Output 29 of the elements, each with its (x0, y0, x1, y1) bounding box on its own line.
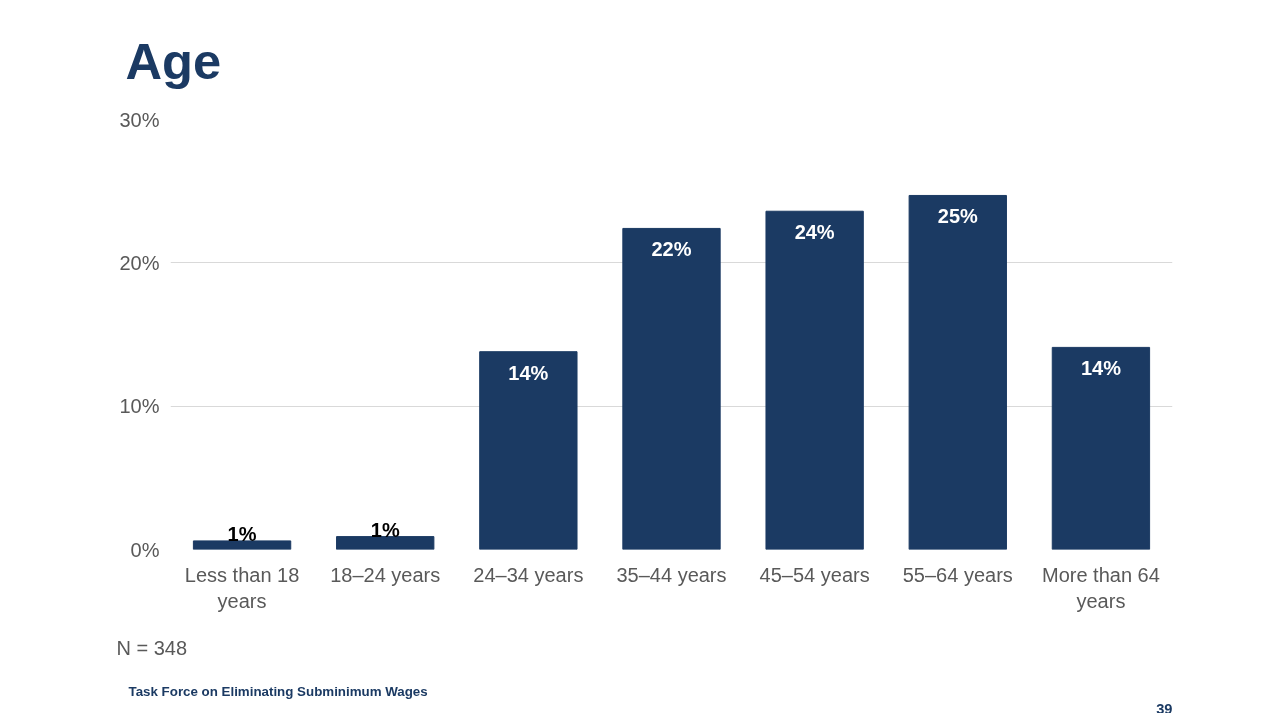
bar (908, 194, 1007, 550)
data-label: 22% (651, 238, 692, 261)
bar (622, 227, 721, 550)
data-label: 14% (1080, 357, 1122, 380)
x-tick-label: 24–34 years (473, 563, 584, 586)
y-tick-label: 0% (130, 538, 160, 561)
x-tick-label: More than 64 years (1042, 563, 1160, 612)
x-tick-label: 18–24 years (330, 563, 441, 586)
bar (336, 536, 435, 550)
bar (479, 351, 578, 550)
data-label: 25% (937, 205, 979, 228)
text: Task Force on Eliminating Subminimum Wages (128, 683, 428, 699)
data-label: 14% (508, 361, 549, 384)
x-tick-label: Less than 18 years (184, 563, 300, 612)
bar (765, 210, 864, 550)
x-tick-label: 35–44 years (616, 563, 727, 586)
data-label: 24% (794, 221, 835, 244)
x-tick-label: 45–54 years (759, 563, 870, 586)
bar (192, 540, 292, 550)
text: 39 (1156, 700, 1173, 713)
y-tick-label: 10% (119, 395, 160, 418)
x-tick-label: 55–64 years (902, 563, 1013, 586)
text: N = 348 (116, 636, 188, 659)
bar (1051, 346, 1151, 550)
data-label: 1% (227, 522, 257, 545)
y-tick-label: 20% (119, 251, 160, 274)
y-tick-label: 30% (119, 108, 160, 131)
data-label: 1% (370, 518, 400, 541)
chart-title: Age (125, 32, 222, 90)
